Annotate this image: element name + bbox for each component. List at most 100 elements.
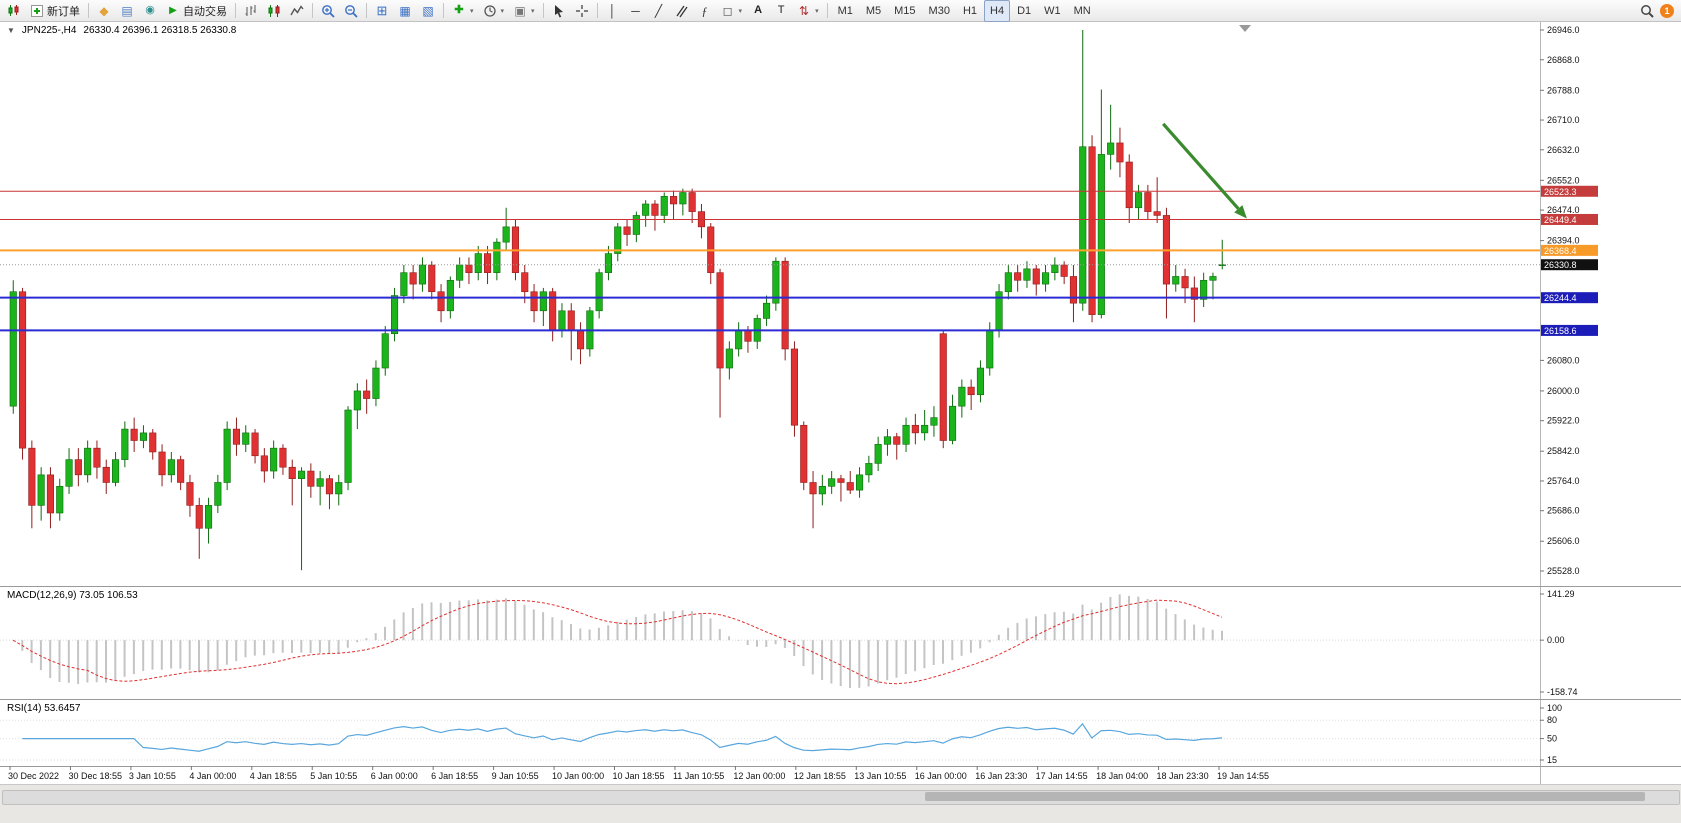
timeframe-h4-button[interactable]: H4 [984, 0, 1011, 22]
timeframe-m30-button[interactable]: M30 [928, 4, 950, 17]
timeframe-m15-button[interactable]: M15 [894, 4, 916, 17]
track-chart-button[interactable]: ▧ [417, 0, 439, 22]
scrollbar-thumb[interactable] [924, 792, 1646, 801]
pane-splitter[interactable] [0, 698, 1681, 702]
chart-expand-button[interactable]: ▼ [7, 26, 15, 35]
dropdown-caret-icon[interactable]: ▾ [738, 7, 743, 15]
candle [1209, 272, 1217, 300]
trendline-tool-button[interactable]: ╱ [648, 0, 670, 22]
candle [297, 467, 306, 571]
svg-text:26244.4: 26244.4 [1544, 293, 1577, 303]
bar-chart-mode-button[interactable] [240, 0, 262, 22]
timeframe-d1-button[interactable]: D1 [1017, 4, 1032, 17]
chart-canvas[interactable]: 26946.0 26868.0 26788.0 26710.0 26632.0 26552… [0, 22, 1681, 784]
timeframe-w1-button[interactable]: W1 [1044, 4, 1061, 17]
candle [1200, 272, 1208, 307]
tile2-icon: ▧ [422, 3, 434, 18]
indicators-button[interactable]: ✚ ▾ [448, 0, 478, 22]
vertical-line-tool-button[interactable]: │ [602, 0, 624, 22]
rsi-line [22, 722, 1223, 752]
candle [642, 200, 650, 227]
notification-badge[interactable]: 1 [1660, 3, 1674, 18]
clock-icon [483, 4, 496, 17]
zoom-out-button[interactable] [340, 0, 362, 22]
time-axis[interactable] [0, 767, 1540, 784]
auto-arrange-button[interactable]: ▦ [394, 0, 416, 22]
tile-icon: ▦ [399, 3, 411, 18]
candlestick-mode-button[interactable] [263, 0, 285, 22]
chart-window: 26946.0 26868.0 26788.0 26710.0 26632.0 26552… [0, 22, 1681, 823]
dropdown-caret-icon[interactable]: ▾ [500, 7, 505, 15]
new-chart-button[interactable] [3, 0, 25, 22]
candle [502, 207, 510, 250]
candle [1023, 261, 1031, 288]
line-chart-mode-button[interactable] [286, 0, 308, 22]
timeframe-h1-button[interactable]: H1 [962, 4, 978, 17]
dropdown-caret-icon[interactable]: ▾ [470, 7, 474, 15]
timeframe-m1-button[interactable]: M1 [837, 4, 853, 17]
trend-arrow-annotation[interactable] [1162, 122, 1247, 219]
time-label: 18 Jan 04:00 [1096, 771, 1148, 781]
candle [967, 379, 975, 410]
candle [948, 394, 957, 445]
horizontal-scrollbar[interactable] [2, 790, 1680, 805]
tile-windows-button[interactable]: ⊞ [371, 0, 393, 22]
fibonacci-tool-button[interactable]: ƒ [694, 0, 716, 22]
pane-splitter[interactable] [0, 585, 1681, 589]
svg-text:26523.3: 26523.3 [1544, 187, 1577, 197]
price-axis[interactable] [1541, 22, 1681, 766]
templates-button[interactable]: ▣ ▾ [509, 0, 539, 22]
price-tick-label: 26632.0 [1547, 145, 1580, 155]
rsi-tick-label: 15 [1547, 755, 1557, 765]
price-tick-label: 26710.0 [1547, 115, 1580, 125]
dropdown-caret-icon[interactable]: ▾ [815, 7, 819, 15]
dropdown-caret-icon[interactable]: ▾ [531, 7, 535, 15]
candle [112, 451, 120, 487]
auto-trading-button[interactable]: ▶ 自动交易 [162, 0, 231, 22]
candle [65, 448, 73, 494]
time-label: 6 Jan 00:00 [371, 771, 418, 781]
horizontal-line-tool-button[interactable]: ─ [625, 0, 647, 22]
arrows-tool-button[interactable]: ⇅ ▾ [793, 0, 823, 22]
chart-shift-marker[interactable] [1239, 25, 1251, 32]
zoom-in-button[interactable] [317, 0, 339, 22]
candle [363, 379, 371, 414]
label-tool-button[interactable]: T [770, 0, 792, 22]
candle [818, 474, 826, 506]
timeframe-mn-button[interactable]: MN [1073, 4, 1091, 17]
toolbar-separator [542, 3, 544, 18]
candle [688, 188, 696, 224]
svg-text:26449.4: 26449.4 [1544, 215, 1577, 225]
candle [1144, 184, 1152, 220]
text-tool-button[interactable]: A [747, 0, 769, 22]
candle [307, 463, 315, 498]
crosshair-tool-button[interactable] [571, 0, 593, 22]
time-label: 12 Jan 18:55 [794, 771, 846, 781]
cursor-tool-button[interactable] [548, 0, 570, 22]
new-order-button[interactable]: 新订单 [26, 0, 84, 22]
candle [493, 238, 501, 281]
price-tick-label: 26000.0 [1547, 386, 1580, 396]
timeframe-m5-button[interactable]: M5 [865, 4, 882, 17]
rsi-tick-label: 100 [1547, 703, 1562, 713]
time-label: 3 Jan 10:55 [129, 771, 176, 781]
candle [828, 471, 836, 494]
candle [37, 467, 45, 521]
data-window-button[interactable]: ▤ [116, 0, 138, 22]
time-label: 16 Jan 00:00 [915, 771, 967, 781]
svg-text:26368.4: 26368.4 [1544, 246, 1577, 256]
market-watch-button[interactable]: ◆ [93, 0, 115, 22]
candle [939, 329, 947, 449]
channel-tool-button[interactable] [671, 0, 693, 22]
search-icon[interactable] [1640, 4, 1654, 18]
shapes-tool-button[interactable]: ◻ ▾ [717, 0, 747, 22]
periods-menu-button[interactable]: ▾ [479, 0, 509, 22]
community-button[interactable]: ◉ [139, 0, 161, 22]
price-tick-label: 25764.0 [1547, 476, 1580, 486]
candle [883, 429, 892, 456]
price-tick-label: 26394.0 [1547, 236, 1580, 246]
candle [186, 474, 194, 517]
candle [149, 429, 157, 460]
candle [195, 497, 203, 559]
